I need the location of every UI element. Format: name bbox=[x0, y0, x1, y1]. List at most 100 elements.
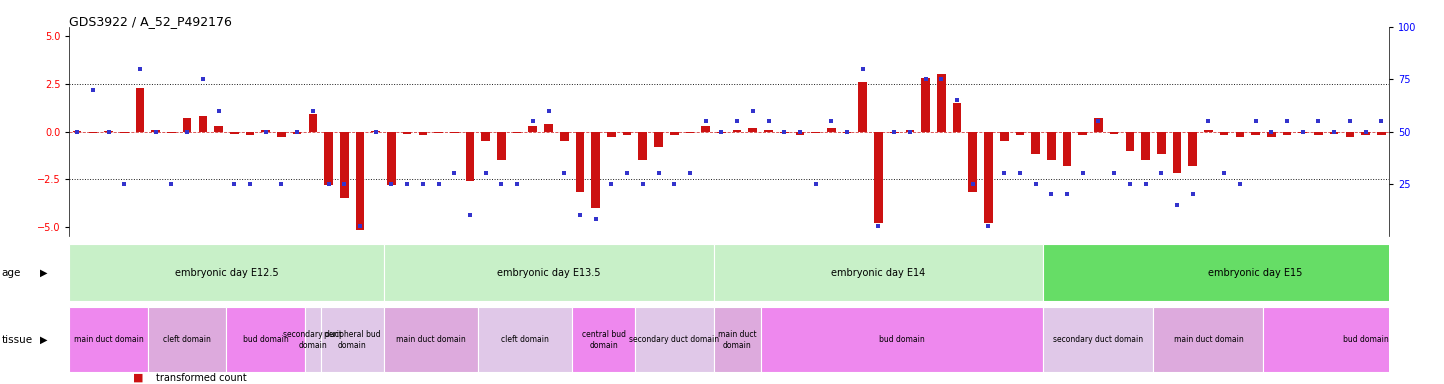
Bar bbox=[702, 126, 710, 131]
Bar bbox=[969, 131, 978, 192]
Bar bbox=[1346, 131, 1354, 137]
Bar bbox=[1204, 130, 1213, 131]
Bar bbox=[1298, 131, 1307, 133]
Bar bbox=[1047, 131, 1056, 160]
Text: age: age bbox=[1, 268, 20, 278]
Bar bbox=[403, 131, 412, 134]
Bar bbox=[560, 131, 569, 141]
Bar bbox=[451, 131, 459, 133]
Text: embryonic day E14: embryonic day E14 bbox=[832, 268, 926, 278]
Bar bbox=[1110, 131, 1119, 134]
Bar bbox=[890, 131, 898, 133]
Text: main duct domain: main duct domain bbox=[74, 335, 143, 344]
Text: bud domain: bud domain bbox=[1343, 335, 1389, 344]
Bar bbox=[387, 131, 396, 185]
Bar bbox=[1154, 307, 1264, 372]
Text: main duct
domain: main duct domain bbox=[718, 330, 757, 349]
Bar bbox=[592, 131, 601, 208]
Text: bud domain: bud domain bbox=[243, 335, 289, 344]
Bar bbox=[419, 131, 427, 135]
Bar bbox=[293, 131, 302, 134]
Bar bbox=[606, 131, 615, 137]
Bar bbox=[764, 130, 773, 131]
Bar bbox=[985, 131, 993, 223]
Text: main duct domain: main duct domain bbox=[396, 335, 465, 344]
Bar bbox=[544, 124, 553, 131]
Text: embryonic day E15: embryonic day E15 bbox=[1209, 268, 1302, 278]
Bar bbox=[780, 131, 788, 133]
Bar bbox=[858, 82, 866, 131]
Bar bbox=[761, 307, 1044, 372]
Bar bbox=[905, 130, 914, 131]
Bar bbox=[168, 131, 176, 133]
Bar bbox=[435, 131, 443, 133]
Bar bbox=[796, 131, 804, 135]
Text: ▶: ▶ bbox=[40, 268, 48, 278]
Bar bbox=[1125, 131, 1134, 151]
Bar bbox=[638, 131, 647, 160]
Bar bbox=[481, 131, 490, 141]
Bar bbox=[214, 126, 222, 131]
Bar bbox=[277, 131, 286, 137]
Bar bbox=[1079, 131, 1087, 135]
Text: tissue: tissue bbox=[1, 335, 33, 345]
Bar bbox=[1220, 131, 1229, 135]
Text: secondary duct
domain: secondary duct domain bbox=[283, 330, 342, 349]
Bar bbox=[88, 131, 97, 133]
Bar bbox=[69, 307, 147, 372]
Bar bbox=[1236, 131, 1245, 137]
Bar bbox=[309, 114, 318, 131]
Bar bbox=[686, 131, 695, 133]
Bar bbox=[1266, 131, 1275, 137]
Bar bbox=[465, 131, 474, 181]
Bar bbox=[1157, 131, 1165, 154]
Text: secondary duct domain: secondary duct domain bbox=[630, 335, 719, 344]
Bar bbox=[1314, 131, 1323, 135]
Bar bbox=[384, 244, 713, 301]
Bar bbox=[325, 131, 334, 185]
Bar bbox=[713, 244, 1044, 301]
Bar bbox=[1141, 131, 1149, 160]
Text: GDS3922 / A_52_P492176: GDS3922 / A_52_P492176 bbox=[69, 15, 232, 28]
Bar bbox=[245, 131, 254, 135]
Bar bbox=[953, 103, 962, 131]
Bar bbox=[152, 130, 160, 131]
Bar bbox=[635, 307, 713, 372]
Bar bbox=[1095, 118, 1103, 131]
Bar bbox=[654, 131, 663, 147]
Bar bbox=[339, 131, 348, 198]
Bar bbox=[572, 307, 635, 372]
Bar bbox=[622, 131, 631, 135]
Bar bbox=[120, 131, 129, 133]
Bar bbox=[529, 126, 537, 131]
Bar bbox=[1044, 244, 1444, 301]
Text: peripheral bud
domain: peripheral bud domain bbox=[323, 330, 380, 349]
Bar bbox=[1252, 131, 1261, 135]
Bar bbox=[183, 118, 192, 131]
Text: ■: ■ bbox=[133, 373, 143, 383]
Bar bbox=[1188, 131, 1197, 166]
Bar bbox=[1015, 131, 1024, 135]
Bar bbox=[576, 131, 585, 192]
Bar bbox=[355, 131, 364, 230]
Bar bbox=[999, 131, 1008, 141]
Bar bbox=[478, 307, 572, 372]
Bar bbox=[921, 78, 930, 131]
Bar bbox=[497, 131, 505, 160]
Text: secondary duct domain: secondary duct domain bbox=[1053, 335, 1144, 344]
Bar bbox=[1063, 131, 1071, 166]
Bar bbox=[732, 130, 741, 131]
Bar bbox=[1362, 131, 1370, 135]
Text: embryonic day E13.5: embryonic day E13.5 bbox=[497, 268, 601, 278]
Bar bbox=[713, 307, 761, 372]
Bar bbox=[937, 74, 946, 131]
Bar bbox=[1282, 131, 1291, 135]
Bar bbox=[1044, 307, 1154, 372]
Bar bbox=[1031, 131, 1040, 154]
Text: ▶: ▶ bbox=[40, 335, 48, 345]
Bar bbox=[1173, 131, 1181, 174]
Text: embryonic day E12.5: embryonic day E12.5 bbox=[175, 268, 279, 278]
Text: cleft domain: cleft domain bbox=[163, 335, 211, 344]
Text: cleft domain: cleft domain bbox=[501, 335, 549, 344]
Bar bbox=[69, 244, 384, 301]
